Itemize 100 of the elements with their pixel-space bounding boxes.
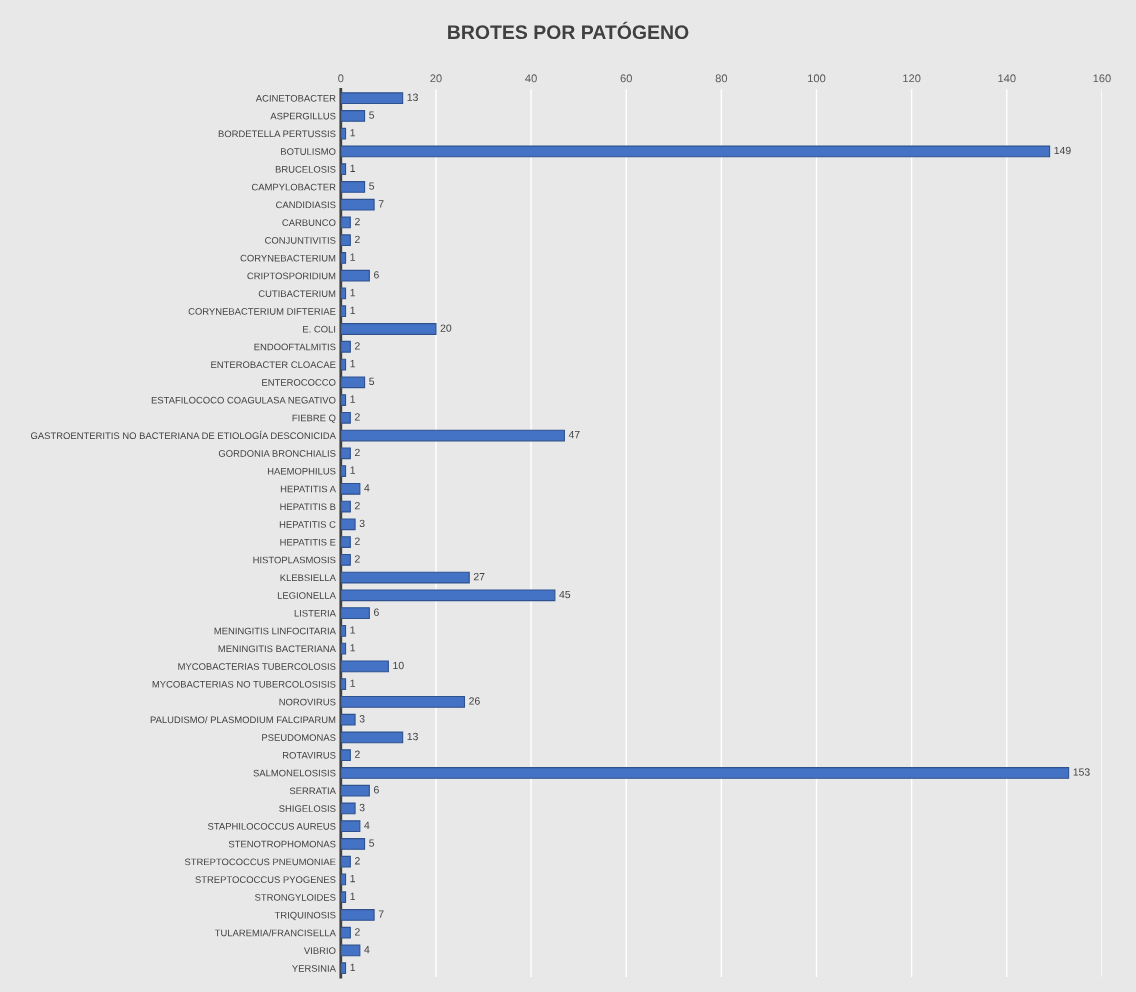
y-tick-label: ROTAVIRUS: [283, 751, 336, 759]
bar: [340, 305, 347, 318]
y-tick-label: STRONGYLOIDES: [255, 894, 336, 901]
y-tick-label: ENDOOFTALMITIS: [254, 343, 336, 351]
bar: [340, 323, 437, 335]
data-label: 47: [568, 431, 580, 439]
y-tick-label: STREPTOCOCCUS PYOGENES: [195, 876, 336, 883]
bar: [340, 571, 470, 584]
y-tick-label: CAMPYLOBACTER: [251, 183, 336, 191]
x-tick-label: 80: [715, 74, 728, 83]
bar: [340, 465, 347, 477]
y-tick-label: CANDIDIASIS: [276, 201, 336, 209]
data-label: 1: [350, 679, 356, 687]
data-label: 4: [364, 946, 370, 954]
y-tick-label: ACINETOBACTER: [255, 94, 336, 102]
x-tick-label: 140: [998, 74, 1016, 83]
y-tick-label: VIBRIO: [303, 947, 336, 954]
y-tick-label: ESTAFILOCOCO COAGULASA NEGATIVO: [151, 396, 336, 404]
y-tick-label: HEPATITIS E: [280, 538, 336, 546]
data-label: 2: [355, 342, 360, 350]
bar: [340, 784, 370, 797]
bar: [340, 429, 565, 442]
bar: [340, 944, 361, 957]
bar: [340, 163, 347, 176]
y-tick-label: SERRATIA: [289, 787, 336, 795]
data-label: 5: [369, 111, 375, 119]
bar: [340, 216, 351, 229]
bar: [340, 394, 347, 406]
y-tick-label: BOTULISMO: [281, 148, 336, 155]
bar: [340, 962, 347, 975]
y-tick-label: GASTROENTERITIS NO BACTERIANA DE ETIOLOGÍA DESCONICIDA: [30, 430, 336, 440]
y-tick-label: BRUCELOSIS: [275, 166, 336, 173]
bar: [340, 855, 351, 868]
bar: [340, 553, 351, 566]
data-label: 2: [355, 555, 360, 563]
y-tick-label: PALUDISMO/ PLASMODIUM FALCIPARUM: [150, 716, 336, 724]
x-tick-label: 60: [620, 74, 632, 83]
bar: [340, 678, 347, 691]
data-label: 149: [1054, 146, 1071, 155]
bar: [340, 696, 466, 708]
y-tick-label: STREPTOCOCCUS PNEUMONIAE: [184, 858, 336, 866]
bar: [340, 536, 351, 548]
data-label: 27: [473, 573, 485, 581]
data-label: 1: [350, 644, 356, 652]
y-tick-label: BORDETELLA PERTUSSIS: [218, 130, 336, 138]
bar: [340, 411, 351, 424]
data-label: 153: [1073, 768, 1090, 776]
data-label: 1: [350, 466, 356, 474]
y-tick-label: ENTEROCOCCO: [262, 379, 336, 386]
y-tick-label: CONJUNTIVITIS: [265, 237, 336, 244]
data-label: 2: [355, 448, 360, 456]
bar: [340, 731, 404, 744]
y-tick-label: CORYNEBACTERIUM: [240, 254, 336, 262]
y-tick-label: NOROVIRUS: [279, 698, 336, 706]
y-tick-label: MYCOBACTERIAS NO TUBERCOLOSISIS: [152, 680, 336, 688]
bar: [340, 802, 356, 815]
bar: [340, 500, 351, 513]
bar: [340, 92, 404, 105]
bar: [340, 269, 370, 282]
y-tick-label: LEGIONELLA: [277, 592, 336, 599]
bar: [340, 838, 366, 850]
y-tick-label: CRIPTOSPORIDIUM: [247, 272, 336, 280]
data-label: 4: [364, 821, 370, 829]
bar: [340, 145, 1051, 158]
y-tick-label: TULAREMIA/FRANCISELLA: [214, 929, 336, 937]
y-tick-label: CORYNEBACTERIUM DIFTERIAE: [188, 308, 336, 315]
bar: [340, 820, 361, 833]
bar: [340, 767, 1070, 779]
bar: [340, 589, 556, 602]
y-tick-label: CARBUNCO: [282, 219, 336, 226]
bar: [340, 358, 347, 371]
y-tick-label: LISTERIA: [294, 609, 336, 617]
bar: [340, 234, 351, 247]
x-tick-label: 40: [525, 74, 537, 83]
y-tick-label: MENINGITIS LINFOCITARIA: [214, 627, 336, 635]
bar: [340, 198, 375, 211]
data-label: 2: [355, 537, 360, 545]
data-label: 1: [350, 306, 356, 314]
data-label: 2: [355, 413, 360, 421]
bar: [340, 624, 347, 637]
bar: [340, 660, 389, 673]
x-tick-label: 20: [430, 74, 442, 83]
data-label: 26: [469, 697, 480, 705]
x-tick-label: 0: [338, 74, 344, 83]
data-label: 3: [359, 803, 365, 812]
data-label: 45: [559, 590, 571, 599]
x-tick-label: 100: [808, 74, 826, 83]
y-tick-label: KLEBSIELLA: [280, 574, 336, 582]
data-label: 1: [350, 892, 356, 900]
x-tick-label: 160: [1093, 74, 1111, 83]
y-tick-label: STAPHILOCOCCUS AUREUS: [207, 823, 336, 830]
data-label: 10: [393, 661, 404, 670]
y-tick-label: ASPERGILLUS: [270, 112, 336, 120]
bar: [340, 713, 356, 726]
data-label: 1: [350, 874, 356, 883]
bar: [340, 181, 366, 193]
y-tick-label: HAEMOPHILUS: [267, 467, 336, 475]
bar: [340, 110, 366, 122]
y-tick-label: MENINGITIS BACTERIANA: [218, 645, 336, 653]
data-label: 1: [350, 395, 356, 403]
